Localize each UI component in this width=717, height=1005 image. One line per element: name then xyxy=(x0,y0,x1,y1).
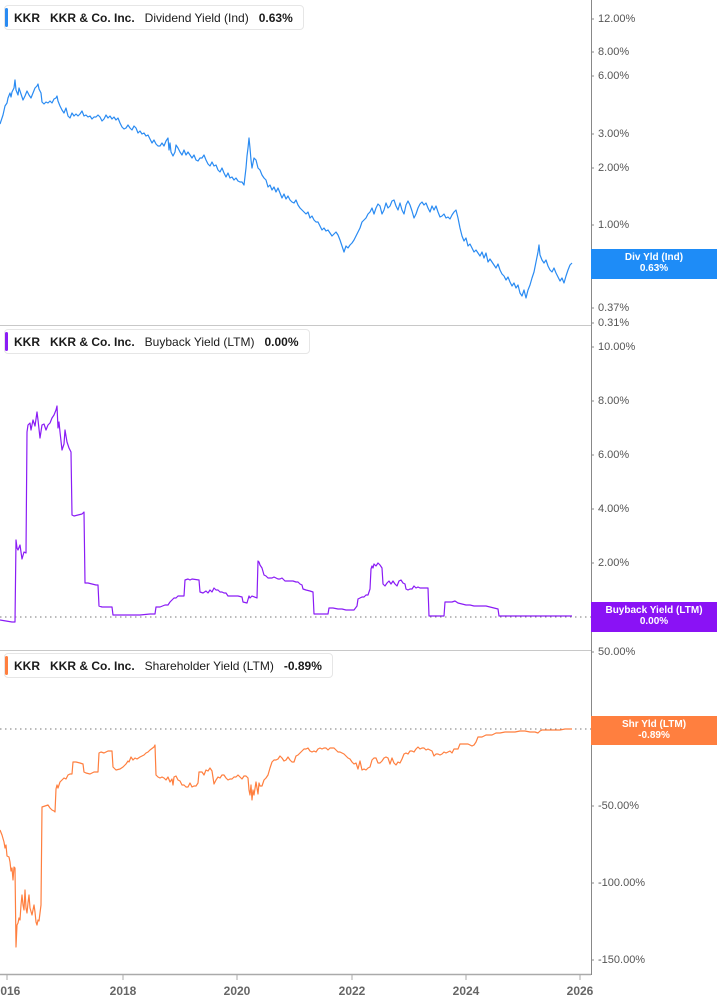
y-tick-label: 6.00% xyxy=(598,70,630,82)
tag-value: 0.63% xyxy=(639,263,669,274)
legend-metric: Shareholder Yield (LTM) xyxy=(144,658,274,673)
legend-color-bar xyxy=(5,332,8,351)
y-tick-label: 6.00% xyxy=(598,449,630,461)
dividend-yield-line xyxy=(0,79,573,299)
y-tick-label: 4.00% xyxy=(598,503,630,515)
y-tick-label: 8.00% xyxy=(598,395,630,407)
x-tick-label: 2026 xyxy=(566,984,594,998)
y-tick-label: 2.00% xyxy=(598,557,630,569)
tag-label: Div Yld (Ind) xyxy=(624,252,684,263)
x-tick-marks xyxy=(6,975,581,980)
legend-company: KKR & Co. Inc. xyxy=(50,658,135,673)
legend-metric: Buyback Yield (LTM) xyxy=(144,334,255,349)
current-value-tag-shareholder: Shr Yld (LTM) -0.89% xyxy=(591,716,717,745)
legend-buyback-yield: KKR KKR & Co. Inc. Buyback Yield (LTM) 0… xyxy=(4,329,310,354)
legend-metric: Dividend Yield (Ind) xyxy=(144,10,249,25)
legend-ticker: KKR xyxy=(14,10,40,25)
legend-shareholder-yield: KKR KKR & Co. Inc. Shareholder Yield (LT… xyxy=(4,653,333,678)
x-tick-label: 2016 xyxy=(0,984,21,998)
legend-company: KKR & Co. Inc. xyxy=(50,10,135,25)
tag-label: Shr Yld (LTM) xyxy=(621,719,687,730)
legend-ticker: KKR xyxy=(14,334,40,349)
y-tick-label: 50.00% xyxy=(598,646,636,658)
current-value-tag-buyback: Buyback Yield (LTM) 0.00% xyxy=(591,602,717,632)
legend-dividend-yield: KKR KKR & Co. Inc. Dividend Yield (Ind) … xyxy=(4,5,304,30)
legend-value: 0.00% xyxy=(264,334,299,349)
y-tick-label: 8.00% xyxy=(598,46,630,58)
x-tick-label: 2022 xyxy=(338,984,366,998)
legend-color-bar xyxy=(5,656,8,675)
y-tick-label: 12.00% xyxy=(598,13,636,25)
y-tick-label: 10.00% xyxy=(598,341,636,353)
y-tick-label: 1.00% xyxy=(598,219,630,231)
y-tick-label: -100.00% xyxy=(598,877,646,889)
tag-value: 0.00% xyxy=(639,616,669,627)
y-tick-label: 0.37% xyxy=(598,302,630,314)
y-tick-label: 0.31% xyxy=(598,317,630,329)
legend-company: KKR & Co. Inc. xyxy=(50,334,135,349)
current-value-tag-dividend: Div Yld (Ind) 0.63% xyxy=(591,249,717,279)
legend-value: -0.89% xyxy=(283,658,322,673)
buyback-yield-line xyxy=(0,405,572,623)
x-tick-label: 2020 xyxy=(223,984,251,998)
y-tick-label: 3.00% xyxy=(598,128,630,140)
y-tick-label: -50.00% xyxy=(598,800,639,812)
shareholder-yield-line xyxy=(0,728,572,948)
y-tick-label: 2.00% xyxy=(598,162,630,174)
tag-label: Buyback Yield (LTM) xyxy=(605,605,703,616)
x-tick-label: 2018 xyxy=(109,984,137,998)
legend-color-bar xyxy=(5,8,8,27)
legend-ticker: KKR xyxy=(14,658,40,673)
x-tick-label: 2024 xyxy=(452,984,480,998)
y-tick-label: -150.00% xyxy=(598,954,646,966)
tag-value: -0.89% xyxy=(638,730,670,741)
legend-value: 0.63% xyxy=(258,10,293,25)
